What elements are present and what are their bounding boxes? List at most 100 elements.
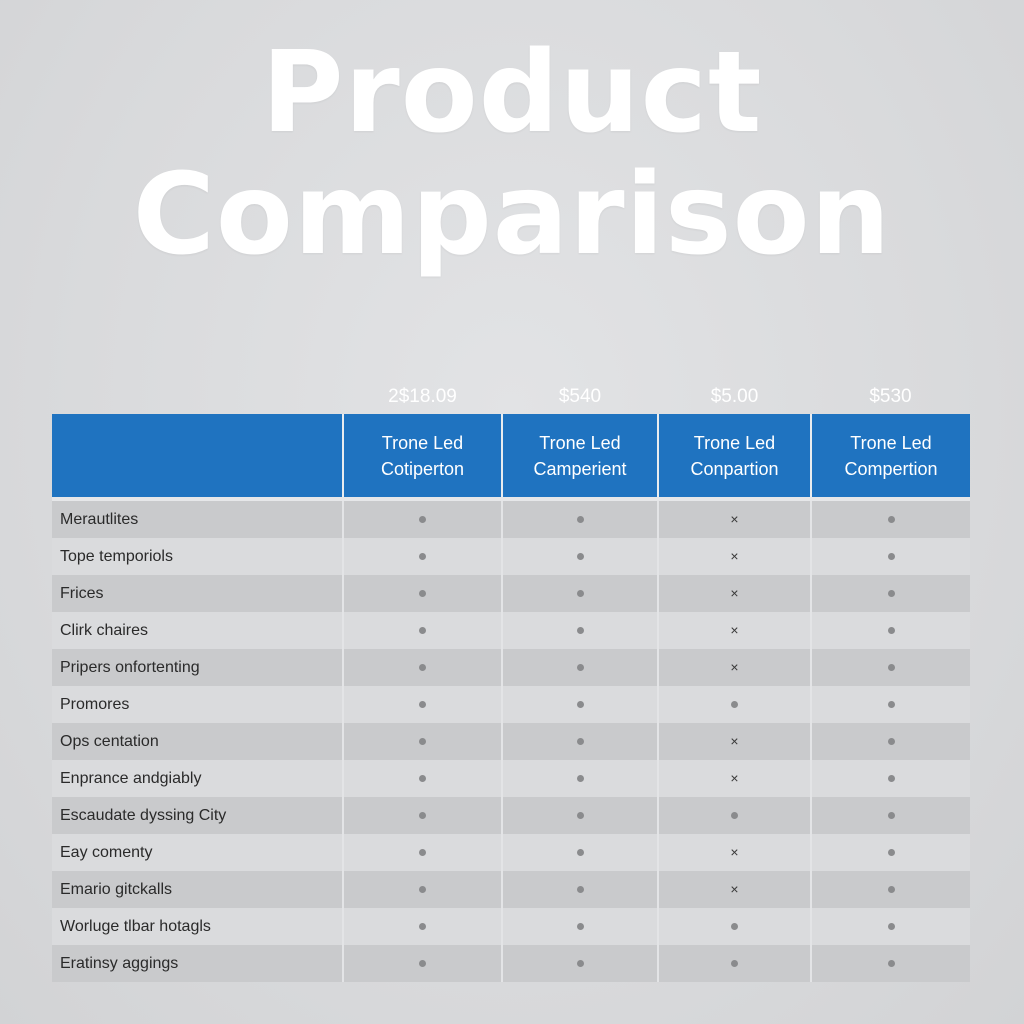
table-row[interactable]: Ops centation ×	[52, 723, 970, 760]
table-row[interactable]: Eay comenty ×	[52, 834, 970, 871]
cross-icon: ×	[730, 733, 739, 750]
feature-label: Clirk chaires	[52, 612, 343, 649]
product-column-header[interactable]: Trone Led Compertion	[810, 414, 970, 499]
comparison-cell	[342, 871, 502, 908]
dot-icon	[887, 589, 895, 597]
dot-icon	[731, 959, 738, 967]
dot-icon	[576, 700, 584, 708]
table-row[interactable]: Clirk chaires ×	[52, 612, 970, 649]
comparison-table: Trone Led Cotiperton Trone Led Camperien…	[52, 414, 970, 982]
table-row[interactable]: Enprance andgiably ×	[52, 760, 970, 797]
dot-icon	[419, 626, 426, 634]
dot-icon	[887, 811, 895, 819]
comparison-cell	[810, 908, 970, 945]
comparison-cell	[501, 497, 658, 538]
comparison-cell	[810, 649, 970, 686]
feature-column-header	[52, 414, 343, 499]
comparison-cell	[810, 575, 970, 612]
dot-icon	[576, 774, 584, 782]
comparison-cell	[501, 908, 658, 945]
comparison-cell	[501, 723, 658, 760]
comparison-cell: ×	[657, 649, 811, 686]
comparison-cell	[657, 908, 811, 945]
price-label: $5.00	[710, 386, 759, 407]
cross-icon: ×	[730, 511, 739, 528]
table-row[interactable]: Worluge tlbar hotagls	[52, 908, 970, 945]
dot-icon	[419, 885, 426, 893]
product-column-header[interactable]: Trone Led Camperient	[501, 414, 658, 499]
dot-icon	[887, 959, 895, 967]
comparison-cell	[501, 871, 658, 908]
feature-label: Frices	[52, 575, 343, 612]
comparison-cell	[342, 575, 502, 612]
cross-icon: ×	[730, 659, 739, 676]
dot-icon	[576, 848, 584, 856]
comparison-cell: ×	[657, 497, 811, 538]
dot-icon	[419, 737, 426, 745]
cross-icon: ×	[730, 585, 739, 602]
table-row[interactable]: Tope temporiols ×	[52, 538, 970, 575]
dot-icon	[731, 811, 738, 819]
comparison-cell	[810, 497, 970, 538]
comparison-cell	[810, 723, 970, 760]
product-header-line-2: Compertion	[844, 458, 938, 479]
product-header-line-2: Cotiperton	[380, 458, 465, 479]
feature-label: Promores	[52, 686, 343, 723]
dot-icon	[887, 737, 895, 745]
feature-label: Worluge tlbar hotagls	[52, 908, 343, 945]
dot-icon	[419, 959, 426, 967]
dot-icon	[419, 589, 426, 597]
comparison-cell: ×	[657, 834, 811, 871]
dot-icon	[731, 700, 738, 708]
comparison-cell: ×	[657, 723, 811, 760]
table-row[interactable]: Frices ×	[52, 575, 970, 612]
feature-label: Eratinsy aggings	[52, 945, 343, 982]
comparison-cell	[342, 612, 502, 649]
dot-icon	[887, 774, 895, 782]
dot-icon	[419, 700, 426, 708]
product-header-line-1: Trone Led	[381, 432, 464, 453]
dot-icon	[576, 922, 584, 930]
dot-icon	[419, 848, 426, 856]
comparison-cell	[810, 760, 970, 797]
price-label: $530	[869, 386, 912, 407]
comparison-cell	[810, 612, 970, 649]
comparison-cell	[810, 871, 970, 908]
comparison-cell: ×	[657, 612, 811, 649]
comparison-cell	[810, 834, 970, 871]
table-row[interactable]: Escaudate dyssing City	[52, 797, 970, 834]
feature-label: Enprance andgiably	[52, 760, 343, 797]
price-row: 2$18.09 $540 $5.00 $530	[0, 382, 1024, 412]
dot-icon	[576, 552, 584, 560]
comparison-cell	[501, 797, 658, 834]
table-row[interactable]: Promores	[52, 686, 970, 723]
comparison-cell	[342, 723, 502, 760]
table-row[interactable]: Pripers onfortenting ×	[52, 649, 970, 686]
cross-icon: ×	[730, 881, 739, 898]
product-column-header[interactable]: Trone Led Conpartion	[657, 414, 811, 499]
dot-icon	[731, 922, 738, 930]
table-row[interactable]: Emario gitckalls ×	[52, 871, 970, 908]
comparison-cell	[342, 834, 502, 871]
table-row[interactable]: Eratinsy aggings	[52, 945, 970, 982]
comparison-cell	[810, 686, 970, 723]
dot-icon	[887, 848, 895, 856]
price-label: 2$18.09	[388, 386, 457, 407]
dot-icon	[576, 811, 584, 819]
comparison-cell	[342, 797, 502, 834]
table-row[interactable]: Merautlites ×	[52, 497, 970, 538]
feature-label: Pripers onfortenting	[52, 649, 343, 686]
dot-icon	[419, 811, 426, 819]
feature-label: Merautlites	[52, 497, 343, 538]
product-column-header[interactable]: Trone Led Cotiperton	[342, 414, 502, 499]
comparison-cell	[501, 686, 658, 723]
comparison-cell: ×	[657, 575, 811, 612]
comparison-cell: ×	[657, 871, 811, 908]
dot-icon	[576, 589, 584, 597]
cross-icon: ×	[730, 844, 739, 861]
comparison-cell	[657, 797, 811, 834]
feature-label: Emario gitckalls	[52, 871, 343, 908]
comparison-cell	[501, 649, 658, 686]
comparison-cell	[342, 538, 502, 575]
dot-icon	[887, 626, 895, 634]
